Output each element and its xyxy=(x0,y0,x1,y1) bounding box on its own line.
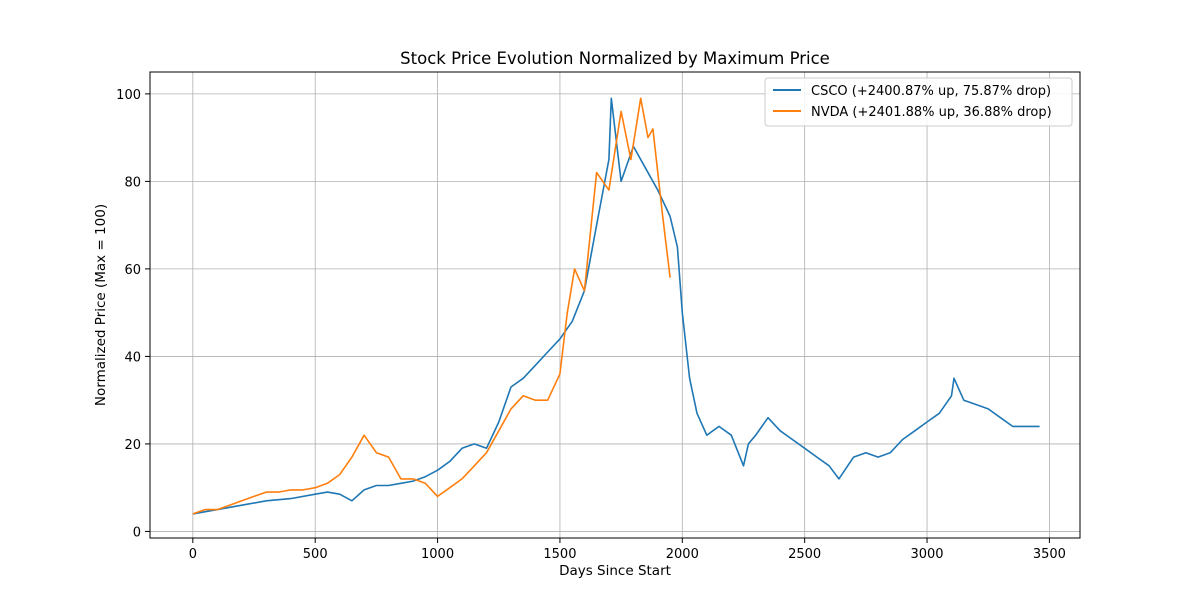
legend-label-nvda: NVDA (+2401.88% up, 36.88% drop) xyxy=(811,105,1052,120)
legend-box xyxy=(764,77,1073,127)
x-tick-label: 500 xyxy=(303,547,328,562)
grid xyxy=(150,72,1080,538)
y-tick-label: 100 xyxy=(116,88,141,103)
ticks: 0 500 1000 1500 2000 2500 3000 3500 0 20 40 60 80 100 xyxy=(116,88,1066,562)
x-tick-label: 2500 xyxy=(788,547,821,562)
y-tick-label: 0 xyxy=(133,525,141,540)
x-tick-label: 0 xyxy=(189,547,197,562)
y-tick-label: 60 xyxy=(124,263,141,278)
x-axis-label: Days Since Start xyxy=(559,563,671,579)
y-tick-label: 40 xyxy=(124,350,141,365)
series-layer xyxy=(192,97,1040,515)
x-tick-label: 3000 xyxy=(910,547,943,562)
x-tick-label: 1000 xyxy=(421,547,454,562)
legend: CSCO (+2400.87% up, 75.87% drop) NVDA (+… xyxy=(764,77,1073,127)
series-line-csco xyxy=(192,97,1040,515)
y-axis-label: Normalized Price (Max = 100) xyxy=(93,204,109,406)
chart-title: Stock Price Evolution Normalized by Maxi… xyxy=(400,49,830,68)
x-tick-label: 2000 xyxy=(666,547,699,562)
y-tick-label: 80 xyxy=(124,175,141,190)
legend-label-csco: CSCO (+2400.87% up, 75.87% drop) xyxy=(811,84,1051,99)
series-line-nvda xyxy=(192,97,671,515)
x-tick-label: 3500 xyxy=(1033,547,1066,562)
plot-frame xyxy=(149,71,1081,539)
y-tick-label: 20 xyxy=(124,438,141,453)
x-tick-label: 1500 xyxy=(543,547,576,562)
